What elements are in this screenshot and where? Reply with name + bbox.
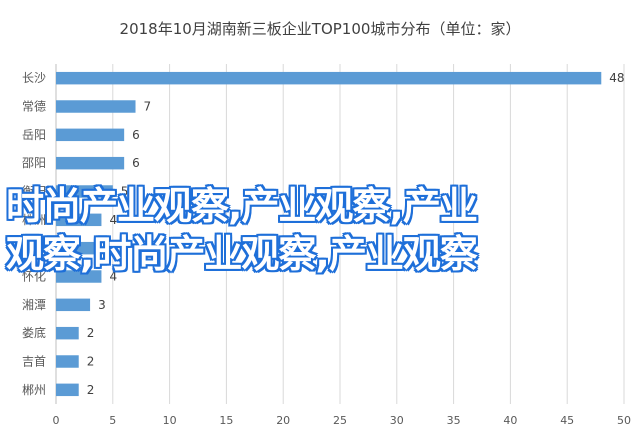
overlay-line-2: 观察,时尚产业观察,产业观察	[6, 232, 478, 276]
data-label: 7	[144, 100, 152, 114]
x-tick-label: 35	[447, 414, 461, 427]
watermark-overlay-text: 时尚产业观察,产业观察,产业 观察,时尚产业观察,产业观察	[6, 182, 626, 278]
category-label: 郴州	[22, 383, 46, 397]
x-tick-label: 15	[219, 414, 233, 427]
data-label: 2	[87, 355, 95, 369]
category-label: 邵阳	[22, 156, 46, 170]
category-label: 吉首	[22, 355, 46, 369]
x-tick-label: 45	[560, 414, 574, 427]
data-label: 4	[109, 241, 117, 255]
data-label: 4	[109, 270, 117, 284]
data-label: 2	[87, 326, 95, 340]
bar	[56, 185, 113, 198]
x-tick-label: 25	[333, 414, 347, 427]
overlay-line-1: 时尚产业观察,产业观察,产业	[6, 184, 478, 228]
x-tick-label: 40	[503, 414, 517, 427]
category-label: 湘潭	[22, 240, 46, 255]
x-tick-label: 30	[390, 414, 404, 427]
x-tick-label: 10	[163, 414, 177, 427]
category-label: 常德	[22, 99, 46, 114]
data-label: 6	[132, 128, 140, 142]
x-tick-label: 5	[109, 414, 116, 427]
data-label: 2	[87, 383, 95, 397]
category-label: 衡阳	[22, 185, 46, 199]
x-tick-label: 0	[53, 414, 60, 427]
category-label: 湘潭	[22, 297, 46, 312]
data-label: 3	[98, 298, 106, 312]
data-label: 48	[609, 71, 624, 85]
x-tick-label: 50	[617, 414, 631, 427]
bar	[56, 241, 102, 255]
category-label: 株洲	[22, 212, 46, 227]
chart-title: 2018年10月湖南新三板企业TOP100城市分布（单位：家）	[119, 20, 521, 38]
category-label: 娄底	[22, 325, 46, 340]
data-label: 4	[109, 213, 117, 227]
bar	[56, 213, 102, 227]
category-label: 长沙	[22, 71, 46, 85]
category-label: 怀化	[22, 270, 46, 284]
bar	[56, 71, 602, 85]
bar	[56, 100, 136, 113]
data-label: 6	[132, 156, 140, 170]
x-tick-label: 20	[276, 414, 290, 427]
data-label: 5	[121, 185, 129, 199]
bar	[56, 383, 79, 397]
bar	[56, 355, 79, 368]
category-label: 岳阳	[22, 128, 46, 142]
bar	[56, 270, 102, 283]
bar	[56, 156, 125, 170]
bar	[56, 298, 91, 312]
bar	[56, 326, 79, 340]
bar	[56, 128, 125, 142]
